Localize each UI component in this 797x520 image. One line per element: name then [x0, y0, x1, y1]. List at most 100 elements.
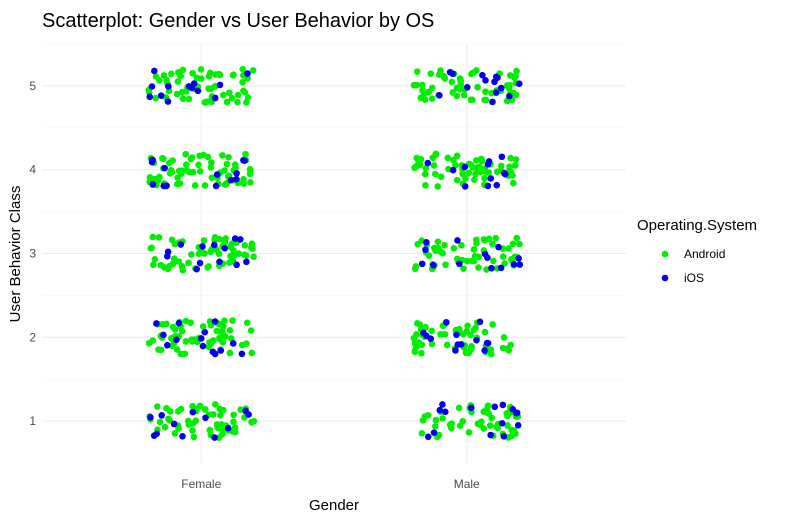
point-ios: [196, 259, 204, 267]
point-android: [449, 89, 457, 96]
point-android: [207, 248, 214, 256]
point-android: [234, 91, 242, 99]
point-ios: [497, 264, 505, 272]
point-android: [216, 405, 223, 413]
point-android: [235, 250, 243, 257]
point-ios: [245, 411, 252, 418]
point-ios: [430, 261, 437, 269]
point-android: [488, 414, 496, 422]
point-ios: [211, 94, 219, 102]
point-android: [149, 233, 157, 241]
legend-label-android: Android: [684, 247, 725, 261]
point-android: [208, 85, 215, 92]
point-android: [200, 237, 208, 244]
point-android: [492, 234, 500, 242]
point-android: [250, 253, 257, 261]
point-ios: [233, 175, 240, 183]
point-ios: [427, 335, 435, 342]
point-android: [428, 327, 436, 335]
point-android: [182, 338, 190, 345]
point-ios: [430, 429, 438, 436]
point-android: [493, 168, 501, 175]
point-ios: [164, 341, 171, 349]
point-android: [421, 170, 429, 178]
point-android: [239, 78, 246, 86]
point-android: [441, 241, 448, 249]
point-android: [182, 161, 190, 169]
point-android: [463, 257, 471, 265]
point-android: [478, 155, 485, 163]
point-android: [460, 265, 467, 273]
x-axis-title: Gender: [309, 497, 359, 514]
x-tick-label: Female: [181, 477, 221, 491]
point-android: [219, 152, 226, 159]
point-android: [467, 96, 475, 104]
point-ios: [199, 243, 206, 250]
point-ios: [199, 342, 207, 350]
point-android: [234, 98, 241, 106]
point-ios: [216, 258, 223, 266]
point-android: [151, 175, 159, 183]
point-android: [457, 77, 465, 85]
point-android: [470, 246, 478, 253]
point-ios: [158, 412, 166, 419]
point-android: [506, 81, 513, 89]
point-ios: [212, 182, 220, 190]
point-android: [482, 88, 489, 95]
legend-key-android: [661, 250, 669, 258]
point-ios: [500, 432, 508, 440]
point-android: [444, 154, 451, 162]
point-android: [228, 335, 235, 342]
point-ios: [221, 245, 229, 252]
point-ios: [424, 159, 432, 167]
point-android: [465, 169, 473, 177]
point-android: [182, 150, 190, 158]
point-android: [201, 250, 208, 257]
point-android: [441, 75, 449, 82]
point-android: [246, 166, 254, 173]
point-android: [419, 81, 426, 89]
point-android: [453, 84, 461, 92]
point-ios: [240, 156, 247, 164]
point-android: [413, 81, 421, 89]
legend-label-ios: iOS: [684, 271, 704, 285]
point-ios: [485, 158, 493, 165]
point-android: [179, 266, 187, 274]
point-android: [181, 350, 189, 358]
point-ios: [436, 91, 443, 99]
point-ios: [146, 93, 154, 101]
point-android: [219, 338, 227, 346]
point-ios: [227, 176, 235, 184]
point-android: [185, 421, 193, 428]
point-android: [213, 421, 221, 428]
point-android: [480, 425, 488, 432]
point-android: [202, 406, 209, 413]
point-android: [510, 427, 518, 434]
point-android: [168, 342, 176, 349]
point-android: [506, 163, 513, 171]
point-android: [470, 257, 478, 265]
point-ios: [165, 83, 172, 90]
point-android: [473, 236, 480, 244]
x-tick-label: Male: [454, 477, 480, 491]
point-ios: [513, 409, 521, 417]
point-android: [175, 425, 182, 432]
point-android: [165, 415, 172, 423]
point-ios: [175, 319, 183, 327]
point-android: [240, 175, 247, 183]
point-android: [428, 95, 436, 102]
point-android: [219, 329, 226, 337]
point-android: [187, 155, 195, 163]
point-android: [241, 241, 249, 249]
point-android: [242, 150, 249, 158]
point-android: [166, 169, 174, 177]
point-android: [230, 71, 237, 79]
point-android: [171, 326, 179, 333]
point-android: [173, 90, 181, 98]
point-ios: [423, 238, 430, 246]
point-android: [228, 240, 236, 248]
point-ios: [177, 241, 185, 248]
point-android: [197, 75, 205, 83]
point-android: [486, 422, 494, 429]
point-ios: [149, 156, 156, 164]
